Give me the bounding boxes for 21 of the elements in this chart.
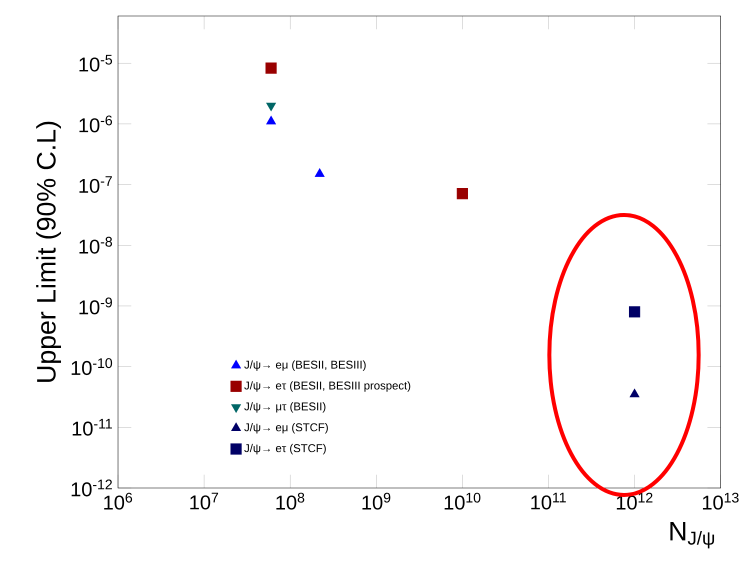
x-tick-label: 10$^{7}$ (190, 492, 218, 510)
y-tick-label: 10$^{-8}$ (79, 236, 112, 254)
legend-label: J/ψ→ μτ (BESII) (244, 402, 326, 413)
x-tick-label: 10$^{11}$ (531, 492, 566, 510)
x-tick-label: 10$^{10}$ (444, 492, 480, 510)
legend-label: J/ψ→ eμ (STCF) (244, 422, 328, 434)
y-tick-label: 10$^{-10}$ (72, 358, 112, 376)
legend-label: J/ψ→ eμ (BESII, BESIII) (244, 360, 366, 371)
x-tick-label: 10$^{8}$ (276, 492, 304, 510)
x-tick-label: 10$^{13}$ (702, 492, 739, 510)
y-tick-label: 10$^{-7}$ (79, 176, 112, 193)
legend-label: J/ψ→ eτ (BESII, BESIII prospect) (244, 381, 410, 392)
x-tick-label: 10$^{9}$ (362, 492, 390, 510)
x-axis-title: N$_{J/ψ}$ (670, 522, 714, 548)
x-tick-label: 10$^{12}$ (616, 492, 652, 510)
y-tick-label: 10$^{-9}$ (79, 297, 112, 314)
y-axis-title: Upper Limit (90% C.L) (36, 122, 62, 382)
y-tick-label: 10$^{-5}$ (79, 54, 112, 72)
y-tick-label: 10$^{-11}$ (72, 418, 112, 436)
y-tick-label: 10$^{-6}$ (79, 115, 112, 132)
legend-label: J/ψ→ eτ (STCF) (244, 444, 326, 454)
